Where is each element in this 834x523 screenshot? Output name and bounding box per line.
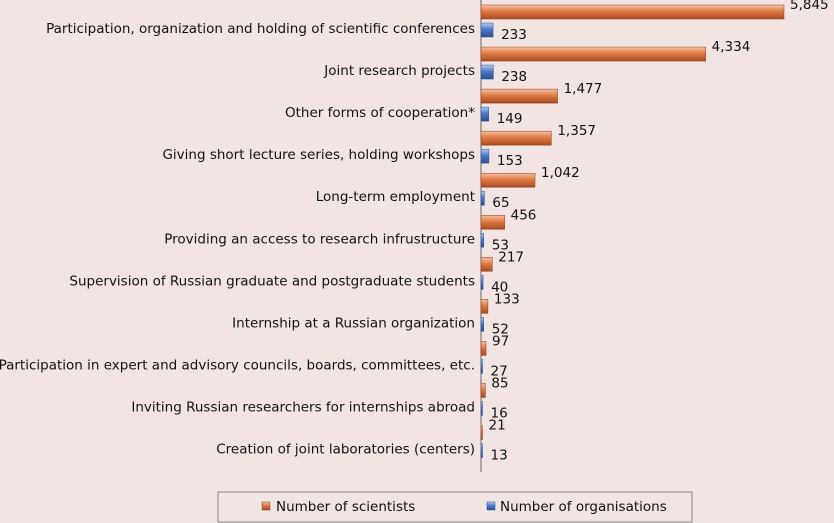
bar-organisations [480, 148, 490, 164]
bar-organisations [480, 64, 494, 80]
category-label: Creation of joint laboratories (centers) [216, 442, 475, 458]
value-label-organisations: 65 [492, 195, 509, 211]
legend-swatch-organisations [486, 501, 496, 511]
bar-scientists [480, 130, 552, 146]
bar-scientists [480, 88, 558, 104]
category-label: Long-term employment [316, 189, 475, 205]
category-label: Supervision of Russian graduate and post… [69, 273, 475, 289]
value-label-organisations: 13 [491, 448, 508, 464]
bar-organisations [480, 317, 484, 332]
value-label-scientists: 85 [491, 375, 508, 391]
category-label: Internship at a Russian organization [232, 315, 475, 331]
category-label: Participation, organization and holding … [46, 21, 475, 37]
value-label-organisations: 238 [501, 69, 527, 85]
bar-scientists [480, 215, 505, 230]
legend-swatch-scientists [261, 501, 271, 511]
value-label-organisations: 149 [497, 111, 523, 127]
bar-organisations [480, 233, 484, 248]
value-label-organisations: 52 [492, 321, 509, 337]
bar-scientists [480, 383, 486, 398]
legend-label-organisations: Number of organisations [500, 499, 667, 515]
value-label-organisations: 153 [497, 153, 523, 169]
legend-frame [217, 491, 693, 523]
value-label-scientists: 133 [494, 291, 520, 307]
bar-scientists [480, 46, 706, 62]
legend: Number of scientists Number of organisat… [217, 491, 693, 523]
value-label-scientists: 21 [489, 418, 506, 434]
bar-organisations [480, 443, 483, 458]
value-label-scientists: 1,042 [541, 165, 580, 181]
bars-group [480, 4, 785, 458]
value-label-scientists: 1,477 [564, 81, 603, 97]
value-label-organisations: 53 [492, 237, 509, 253]
labels-group: Participation, organization and holding … [0, 0, 829, 464]
legend-label-scientists: Number of scientists [276, 499, 415, 515]
bar-scientists [480, 4, 785, 20]
bar-scientists [480, 341, 487, 356]
category-label: Inviting Russian researchers for interns… [131, 399, 475, 415]
bar-scientists [480, 425, 483, 440]
category-label: Participation in expert and advisory cou… [0, 357, 475, 373]
category-label: Giving short lecture series, holding wor… [162, 147, 475, 163]
value-label-scientists: 97 [492, 333, 509, 349]
bar-organisations [480, 401, 483, 416]
bar-organisations [480, 22, 494, 38]
value-label-organisations: 233 [501, 27, 527, 43]
value-label-organisations: 27 [491, 363, 508, 379]
value-label-organisations: 40 [491, 279, 508, 295]
bar-scientists [480, 257, 493, 272]
category-label: Other forms of cooperation* [285, 105, 475, 121]
value-label-scientists: 456 [511, 207, 537, 223]
value-label-scientists: 4,334 [712, 39, 751, 55]
bar-scientists [480, 172, 536, 188]
category-label: Providing an access to research infrustr… [164, 231, 475, 247]
value-label-scientists: 1,357 [557, 123, 596, 139]
bar-organisations [480, 190, 485, 206]
bar-organisations [480, 275, 484, 290]
value-label-organisations: 16 [491, 405, 508, 421]
value-label-scientists: 217 [498, 249, 524, 265]
category-label: Joint research projects [323, 63, 475, 79]
bar-organisations [480, 106, 489, 122]
bar-scientists [480, 299, 489, 314]
bar-organisations [480, 359, 483, 374]
value-label-scientists: 5,845 [790, 0, 829, 13]
